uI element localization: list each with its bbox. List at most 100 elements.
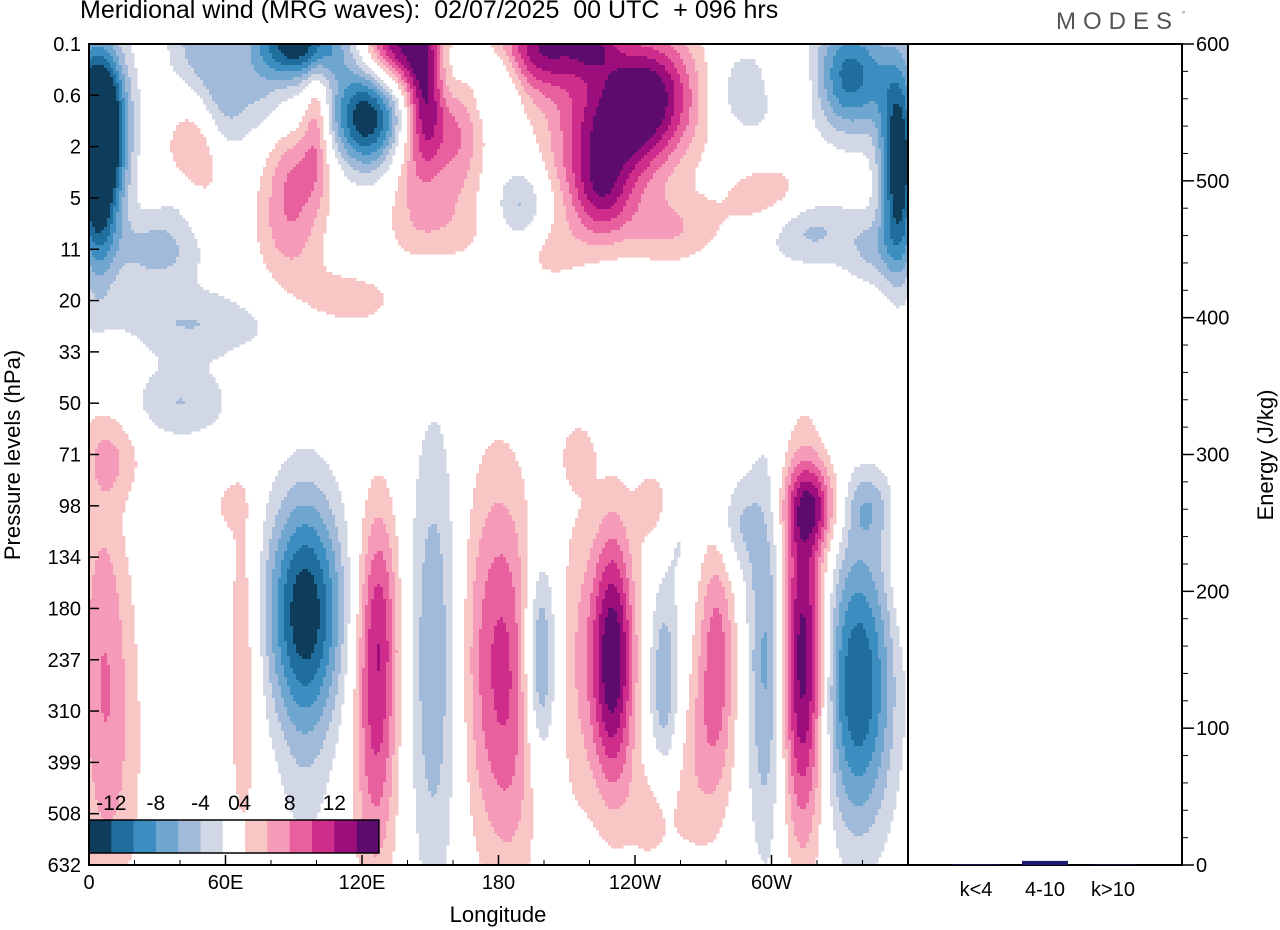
contour-cell [884,584,891,588]
contour-cell [332,116,336,120]
contour-cell [119,119,123,123]
contour-cell [788,488,795,492]
contour-cell [845,89,858,93]
contour-cell [887,188,891,192]
contour-cell [794,425,816,429]
contour-cell [272,488,291,492]
contour-cell [101,548,108,552]
contour-cell [815,581,819,585]
contour-cell [128,158,132,162]
contour-cell [275,476,336,480]
contour-cell [854,470,882,474]
contour-cell [371,170,387,174]
contour-cell [677,125,687,129]
contour-cell [569,563,588,567]
contour-cell [815,557,819,561]
contour-cell [494,47,504,51]
contour-cell [215,122,261,126]
contour-cell [260,596,267,600]
contour-cell [674,89,684,93]
contour-cell [266,95,294,99]
contour-cell [116,176,120,180]
contour-cell [275,242,306,246]
contour-cell [326,608,333,612]
contour-cell [344,584,351,588]
contour-cell [779,503,783,507]
contour-cell [494,557,507,561]
contour-cell [509,224,528,228]
contour-cell [677,68,687,72]
contour-cell [365,77,375,81]
contour-cell [839,545,849,549]
contour-cell [389,62,396,66]
contour-cell [419,113,438,117]
contour-cell [785,545,789,549]
contour-cell [155,353,225,357]
contour-cell [695,59,705,63]
contour-cell [668,101,675,105]
contour-cell [698,584,708,588]
contour-cell [605,593,621,597]
contour-cell [797,554,813,558]
contour-cell [551,143,564,147]
contour-cell [590,554,600,558]
contour-cell [407,176,420,180]
contour-cell [572,167,582,171]
contour-cell [95,461,120,465]
contour-cell [785,527,789,531]
contour-cell [131,92,141,96]
contour-cell [674,236,714,240]
contour-cell [437,56,441,60]
contour-cell [425,554,444,558]
contour-cell [353,110,378,114]
contour-cell [320,146,327,150]
contour-cell [527,47,540,51]
contour-cell [116,191,120,195]
contour-cell [473,506,492,510]
contour-cell [89,191,114,195]
contour-cell [563,149,573,153]
contour-cell [116,65,123,69]
contour-cell [797,545,813,549]
contour-cell [596,563,609,567]
contour-cell [815,578,819,582]
contour-cell [860,233,879,237]
contour-cell [728,191,786,195]
contour-cell [326,587,333,591]
contour-cell [788,527,792,531]
contour-cell [791,584,798,588]
contour-cell [314,482,339,486]
contour-cell [326,86,330,90]
contour-cell [680,158,702,162]
contour-cell [440,170,468,174]
contour-cell [89,581,93,585]
contour-cell [332,104,336,108]
contour-cell [224,515,249,519]
contour-cell [881,554,891,558]
contour-cell [89,101,120,105]
contour-cell [797,215,876,219]
contour-cell [380,131,387,135]
contour-cell [818,77,825,81]
contour-cell [218,128,252,132]
contour-cell [614,182,627,186]
contour-cell [794,527,801,531]
contour-cell [821,593,825,597]
contour-cell [626,200,642,204]
contour-cell [122,47,132,51]
contour-cell [89,128,120,132]
contour-cell [317,179,324,183]
contour-cell [872,143,879,147]
contour-cell [821,530,825,534]
contour-cell [581,596,591,600]
contour-cell [392,107,396,111]
contour-cell [257,221,270,225]
contour-cell [674,134,684,138]
contour-cell [578,191,585,195]
contour-cell [791,554,798,558]
contour-cell [797,479,819,483]
contour-cell [698,122,708,126]
contour-cell [554,218,567,222]
contour-cell [350,155,381,159]
contour-cell [317,152,324,156]
